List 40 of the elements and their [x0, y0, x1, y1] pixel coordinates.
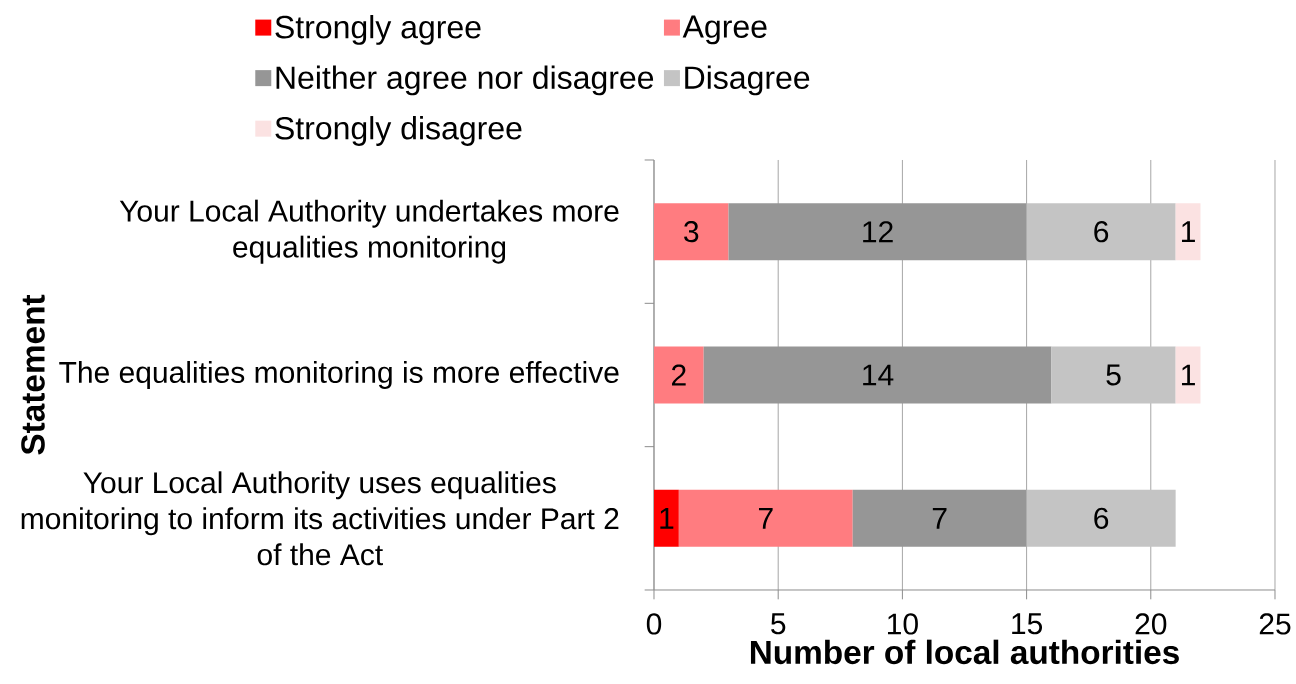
data-label: 14 — [863, 364, 894, 386]
data-label: 6 — [1094, 221, 1109, 243]
bar — [852, 489, 1027, 547]
data-label: 1 — [1181, 221, 1195, 242]
data-label: 1 — [660, 508, 674, 529]
x-tick-label: 25 — [1259, 613, 1291, 635]
bar — [654, 203, 729, 261]
bar — [678, 489, 853, 547]
bar — [654, 346, 704, 404]
data-label: 7 — [932, 508, 947, 529]
y-axis-title: Statement — [21, 294, 45, 455]
x-tick-label: 15 — [1012, 613, 1043, 635]
legend-label: Agree — [682, 15, 767, 45]
data-label: 1 — [1181, 364, 1195, 386]
bar — [1026, 203, 1176, 261]
x-tick-label: 5 — [771, 613, 786, 635]
data-label: 12 — [863, 221, 893, 243]
data-label: 3 — [684, 221, 699, 243]
y-tick-label: Your Local Authority undertakes more equalities monitoring — [119, 199, 619, 264]
legend-label: Strongly agree — [275, 15, 481, 45]
bar — [1051, 346, 1176, 404]
bar — [703, 346, 1052, 404]
bar — [728, 203, 1027, 261]
x-tick-label: 0 — [646, 613, 662, 635]
x-tick-label: 10 — [887, 613, 918, 635]
bar — [1175, 346, 1201, 404]
x-tick-label: 20 — [1135, 613, 1167, 635]
legend-label: Disagree — [685, 65, 810, 96]
data-label: 5 — [1106, 364, 1121, 386]
legend-label: Strongly disagree — [275, 116, 522, 146]
x-axis-title: Number of local authorities — [750, 639, 1179, 665]
y-tick-label: The equalities monitoring is more effective — [59, 361, 619, 389]
y-tick-label: Your Local Authority uses equalities monitoring to inform its activities under Part 2 of the Act — [21, 471, 619, 566]
bar — [654, 489, 679, 547]
bar — [1175, 203, 1201, 261]
legend-label: Neither agree nor disagree — [276, 65, 654, 96]
data-label: 2 — [672, 364, 686, 386]
data-label: 7 — [758, 508, 773, 529]
bar — [1026, 489, 1176, 547]
data-label: 6 — [1094, 507, 1109, 529]
